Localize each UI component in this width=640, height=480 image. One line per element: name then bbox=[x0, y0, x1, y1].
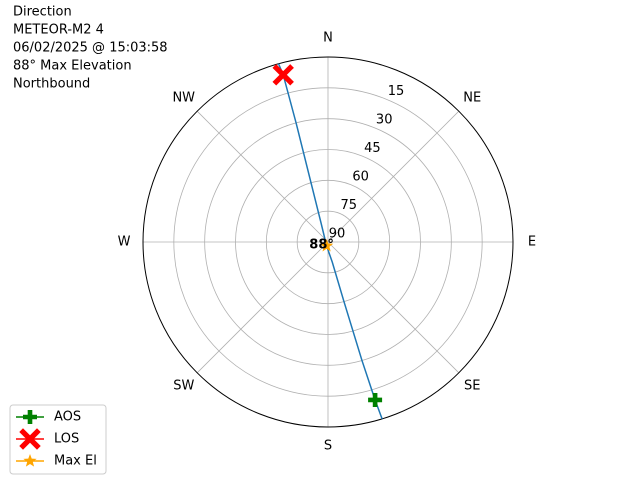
title-line: Northbound bbox=[13, 77, 90, 92]
legend: AOS LOS Max El bbox=[9, 404, 107, 475]
legend-label: LOS bbox=[54, 432, 79, 447]
r-tick-label: 90 bbox=[329, 227, 346, 242]
polar-frame bbox=[142, 56, 514, 428]
r-tick-label: 75 bbox=[341, 198, 358, 213]
grid-spoke bbox=[327, 241, 460, 374]
r-tick-label: 60 bbox=[352, 170, 369, 185]
legend-label: AOS bbox=[54, 410, 81, 425]
title-line: Direction bbox=[13, 5, 72, 20]
theta-tick-label: SW bbox=[173, 379, 194, 394]
legend-marker bbox=[23, 410, 37, 424]
grid-spoke bbox=[196, 241, 329, 374]
legend-marker bbox=[23, 454, 37, 467]
theta-tick-label: SE bbox=[464, 379, 480, 394]
theta-tick-label: NW bbox=[172, 90, 195, 105]
marker-star bbox=[319, 238, 334, 252]
grid-spoke bbox=[196, 110, 329, 243]
legend-label: Max El bbox=[54, 454, 97, 469]
title-line: 06/02/2025 @ 15:03:58 bbox=[13, 41, 168, 56]
title-line: METEOR-M2 4 bbox=[13, 23, 104, 38]
r-tick-label: 15 bbox=[388, 84, 405, 99]
marker-plus bbox=[368, 392, 383, 407]
value-label: 88° bbox=[309, 237, 334, 252]
theta-tick-label: S bbox=[324, 439, 332, 454]
theta-tick-label: E bbox=[528, 235, 536, 250]
r-tick-label: 30 bbox=[376, 113, 393, 128]
r-tick-label: 45 bbox=[364, 141, 381, 156]
marker-x bbox=[272, 64, 294, 86]
grid-spoke bbox=[327, 110, 460, 243]
title-line: 88° Max Elevation bbox=[13, 59, 132, 74]
theta-tick-label: W bbox=[118, 235, 131, 250]
theta-tick-label: N bbox=[323, 31, 333, 46]
theta-tick-label: NE bbox=[463, 90, 481, 105]
legend-box bbox=[9, 404, 107, 475]
legend-marker bbox=[19, 428, 41, 450]
